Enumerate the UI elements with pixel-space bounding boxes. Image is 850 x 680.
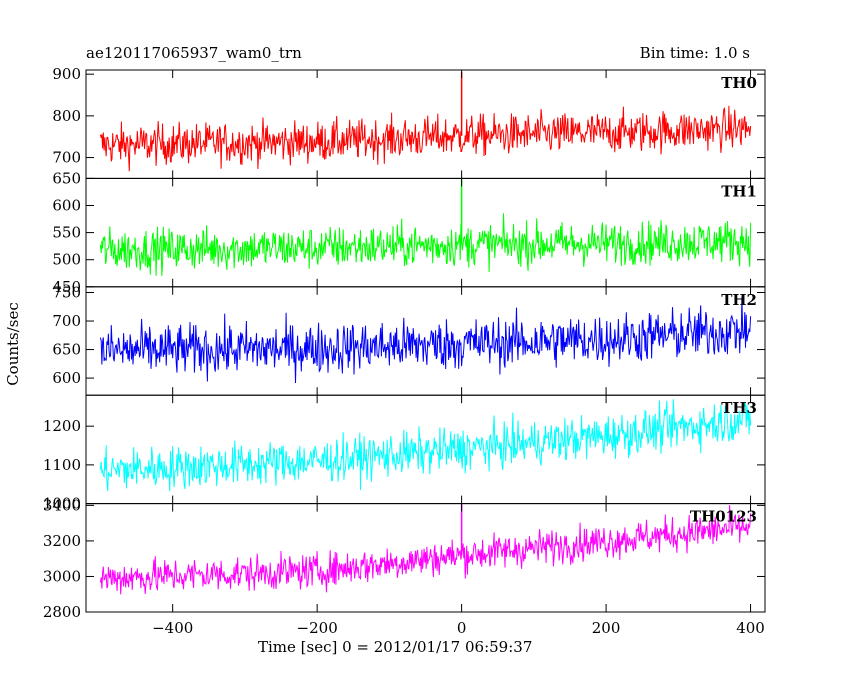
x-tick-label-4: 400 [736,619,765,637]
series-th0123 [99,505,752,595]
panel-frame-th1 [85,177,766,288]
y-tick-label-th0123-3: 3400 [43,496,81,514]
x-axis-label: Time [sec] 0 = 2012/01/17 06:59:37 [258,638,533,656]
chart-title: ae120117065937_wam0_trn [86,44,302,62]
y-tick-label-th3-2: 1200 [43,417,81,435]
y-tick-label-th0123-1: 3000 [43,567,81,585]
y-tick-label-th2-3: 750 [52,284,81,302]
panel-label-th0123: TH0123 [690,508,757,526]
series-th0 [99,105,752,172]
y-tick-label-th0-2: 800 [52,107,81,125]
y-tick-label-th2-1: 650 [52,341,81,359]
y-tick-label-th0-1: 700 [52,149,81,167]
panel-label-th2: TH2 [721,291,757,309]
y-tick-label-th3-0: 1000 [43,495,81,513]
y-tick-label-th0123-0: 2800 [43,603,81,621]
x-tick-label-2: 0 [457,619,467,637]
bin-time-label: Bin time: 1.0 s [639,44,750,62]
series-th1 [99,213,752,276]
y-tick-label-th2-0: 600 [52,369,81,387]
y-tick-label-th0-0: 650 [52,169,81,187]
y-tick-label-th1-3: 600 [52,197,81,215]
panel-label-th3: TH3 [721,399,757,417]
x-tick-label-3: 200 [592,619,621,637]
x-tick-label-1: −200 [297,619,338,637]
y-tick-label-th1-0: 450 [52,278,81,296]
series-th2 [99,296,752,384]
series-th3 [99,399,752,492]
panel-label-th0: TH0 [721,74,757,92]
y-tick-label-th3-1: 1100 [43,456,81,474]
panel-label-th1: TH1 [721,182,757,200]
y-tick-label-th2-2: 700 [52,312,81,330]
x-tick-label-0: −400 [152,619,193,637]
y-tick-label-th0123-2: 3200 [43,532,81,550]
y-tick-label-th0-3: 900 [52,65,81,83]
y-tick-label-th1-2: 550 [52,224,81,242]
y-tick-label-th1-1: 500 [52,251,81,269]
panel-frame-th0123 [85,503,766,613]
